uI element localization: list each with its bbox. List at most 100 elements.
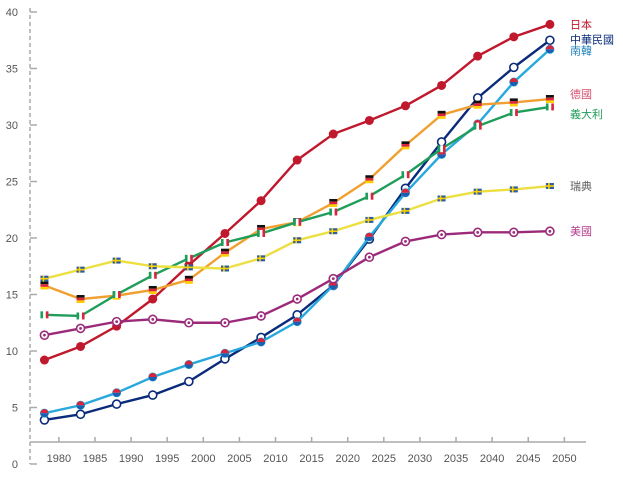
legend-label-1: 中華民國 xyxy=(570,33,614,46)
series-line xyxy=(43,105,552,318)
data-point xyxy=(39,330,50,340)
y-tick-label: 5 xyxy=(12,403,18,415)
data-point xyxy=(76,312,85,320)
data-point xyxy=(148,271,157,279)
data-point xyxy=(508,227,519,238)
data-point xyxy=(365,175,374,184)
data-point xyxy=(220,317,230,328)
legend-label-3: 德國 xyxy=(570,87,592,101)
data-point xyxy=(364,115,374,125)
data-point xyxy=(364,252,375,263)
data-point xyxy=(111,316,122,327)
y-tick-label: 35 xyxy=(6,64,18,76)
legend-label-0: 日本 xyxy=(570,17,592,31)
data-point xyxy=(509,186,518,193)
data-point xyxy=(40,281,49,290)
data-point xyxy=(508,62,519,73)
data-point xyxy=(293,237,302,244)
data-point xyxy=(148,372,158,382)
data-point xyxy=(328,129,338,139)
data-point xyxy=(112,257,121,264)
data-point xyxy=(220,265,229,272)
data-point xyxy=(184,360,194,370)
data-point xyxy=(509,32,519,42)
y-tick-label: 25 xyxy=(6,177,18,189)
y-tick-label: 40 xyxy=(6,7,18,19)
data-point xyxy=(40,275,49,282)
legend-label-5: 瑞典 xyxy=(570,179,592,193)
data-point xyxy=(437,145,446,153)
x-tick-label: 1985 xyxy=(83,453,107,465)
data-point xyxy=(400,236,411,247)
y-tick-label: 0 xyxy=(12,459,18,471)
data-point xyxy=(220,248,229,257)
series-5 xyxy=(40,183,554,282)
data-point xyxy=(437,110,446,119)
series-6 xyxy=(39,226,555,340)
data-point xyxy=(473,51,483,61)
x-tick-label: 2010 xyxy=(263,453,287,465)
data-point xyxy=(329,208,338,216)
x-tick-label: 2045 xyxy=(516,453,540,465)
data-point xyxy=(184,264,193,271)
data-point xyxy=(509,98,518,107)
x-tick-label: 2035 xyxy=(444,453,468,465)
data-point xyxy=(545,44,555,54)
y-tick-label: 20 xyxy=(6,233,18,245)
series-4 xyxy=(40,103,554,320)
data-point xyxy=(256,196,266,206)
data-point xyxy=(184,275,193,284)
data-point xyxy=(147,390,158,400)
series-layer xyxy=(39,19,555,425)
x-tick-label: 2025 xyxy=(372,453,396,465)
data-point xyxy=(292,294,302,304)
data-point xyxy=(39,408,49,418)
data-point xyxy=(75,409,86,420)
x-tick-label: 2020 xyxy=(335,453,359,465)
data-point xyxy=(473,188,482,195)
y-tick-label: 30 xyxy=(6,120,18,132)
x-tick-label: 1980 xyxy=(47,453,71,465)
data-point xyxy=(220,228,230,238)
y-tick-label: 10 xyxy=(6,346,18,358)
data-point xyxy=(545,226,555,237)
data-point xyxy=(545,19,555,29)
data-point xyxy=(257,255,266,262)
data-point xyxy=(473,100,482,109)
data-point xyxy=(436,229,447,240)
data-point xyxy=(328,273,339,284)
data-point xyxy=(148,263,157,270)
data-point xyxy=(256,337,266,347)
x-tick-label: 2040 xyxy=(480,453,504,465)
data-point xyxy=(293,218,302,226)
data-point xyxy=(220,348,230,358)
x-tick-label: 2005 xyxy=(227,453,251,465)
data-point xyxy=(112,388,122,398)
data-point xyxy=(437,80,447,90)
data-point xyxy=(112,291,121,298)
data-point xyxy=(400,101,410,111)
legend-label-4: 義大利 xyxy=(570,107,603,121)
x-tick-label: 2030 xyxy=(408,453,432,465)
x-tick-label: 1990 xyxy=(119,453,143,465)
data-point xyxy=(148,294,158,304)
x-tick-label: 2015 xyxy=(299,453,323,465)
x-tick-label: 2000 xyxy=(191,453,215,465)
data-point xyxy=(39,355,49,365)
data-point xyxy=(184,317,194,328)
data-point xyxy=(257,229,266,237)
data-point xyxy=(400,188,410,198)
data-point xyxy=(545,183,554,190)
data-point xyxy=(545,95,554,104)
data-point xyxy=(292,317,302,327)
data-point xyxy=(292,155,302,165)
data-point xyxy=(365,192,374,200)
data-point xyxy=(76,341,86,351)
data-point xyxy=(148,285,157,294)
data-point xyxy=(220,239,229,247)
legend-label-2: 南韓 xyxy=(570,44,592,57)
data-point xyxy=(436,137,447,147)
y-tick-label: 15 xyxy=(6,290,18,302)
